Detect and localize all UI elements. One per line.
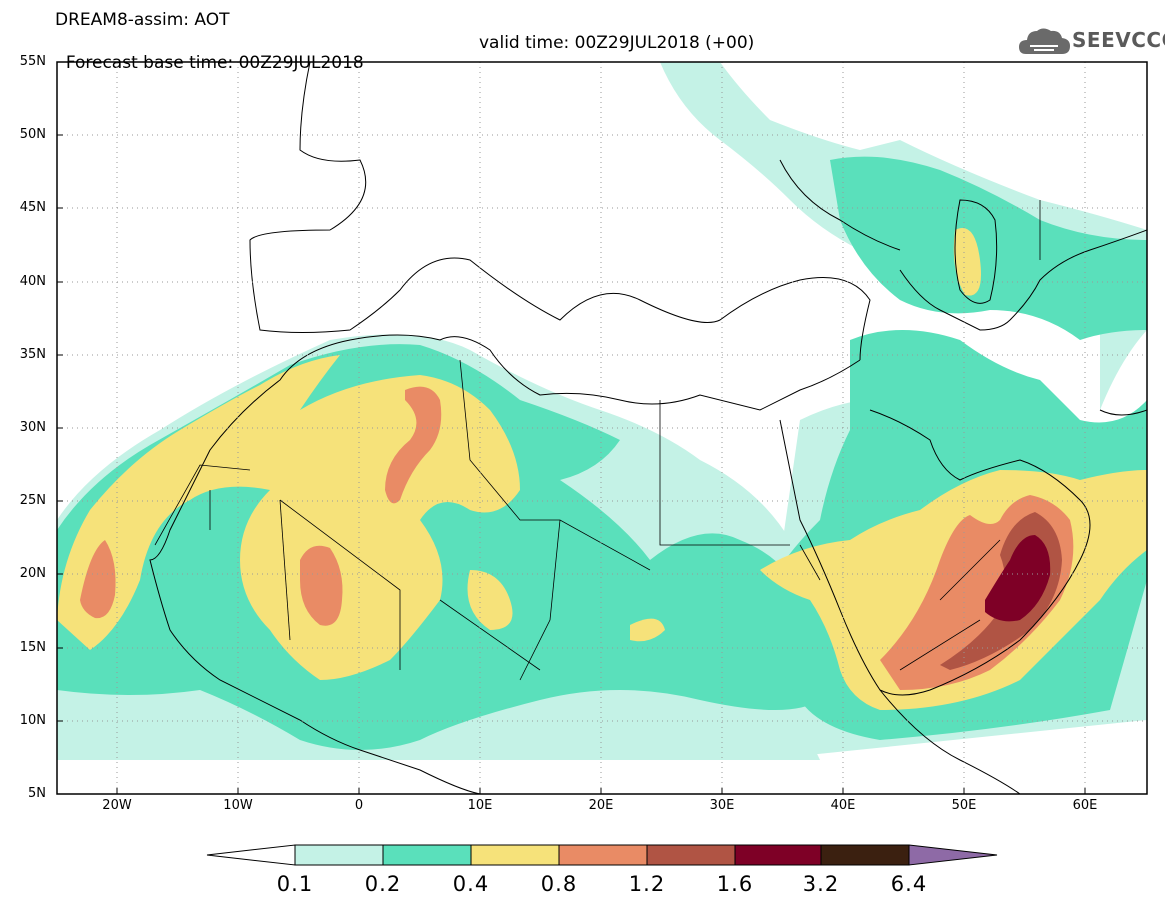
seevccc-logo: SEEVCCC — [1018, 24, 1165, 58]
lat-label: 10N — [19, 713, 46, 728]
lon-label: 20W — [102, 798, 132, 813]
colorbar-swatch — [646, 844, 736, 866]
colorbar-swatch — [294, 844, 384, 866]
colorbar-label: 0.8 — [540, 872, 578, 896]
colorbar-swatch — [734, 844, 822, 866]
colorbar-label: 1.6 — [716, 872, 754, 896]
lon-label: 20E — [588, 798, 614, 813]
lon-label: 60E — [1072, 798, 1098, 813]
colorbar-swatch — [820, 844, 910, 866]
colorbar-label: 3.2 — [802, 872, 840, 896]
lat-label: 40N — [19, 274, 46, 289]
lat-label: 30N — [19, 420, 46, 435]
time-info: Forecast base time: 00Z29JUL2018 valid ti… — [55, 33, 755, 73]
aot-level-1.6 — [985, 535, 1051, 622]
colorbar-swatch — [558, 844, 648, 866]
colorbar-low-arrow — [206, 844, 296, 866]
coastlines — [149, 62, 1147, 794]
lat-label: 35N — [19, 347, 46, 362]
colorbar-swatch — [470, 844, 560, 866]
borders — [154, 200, 1041, 681]
graticule — [57, 62, 1147, 794]
lat-label: 20N — [19, 566, 46, 581]
lon-label: 10W — [223, 798, 253, 813]
colorbar-label: 0.1 — [276, 872, 314, 896]
colorbar-label: 0.2 — [364, 872, 402, 896]
forecast-base-time: Forecast base time: 00Z29JUL2018 — [65, 53, 364, 73]
lon-label: 0 — [354, 798, 364, 813]
cloud-icon — [1019, 28, 1070, 54]
lat-label: 25N — [19, 493, 46, 508]
colorbar-label: 1.2 — [628, 872, 666, 896]
lon-label: 40E — [830, 798, 856, 813]
lat-label: 50N — [19, 127, 46, 142]
lat-label: 5N — [28, 786, 46, 801]
lat-label: 55N — [19, 54, 46, 69]
lat-label: 45N — [19, 200, 46, 215]
colorbar-high-arrow — [908, 844, 998, 866]
colorbar-swatch — [382, 844, 472, 866]
aot-field — [57, 62, 1147, 760]
colorbar-label: 0.4 — [452, 872, 490, 896]
lon-label: 30E — [709, 798, 735, 813]
colorbar-label: 6.4 — [890, 872, 928, 896]
valid-time: valid time: 00Z29JUL2018 (+00) — [479, 33, 755, 53]
map-title: DREAM8-assim: AOT — [55, 10, 230, 30]
axis-ticks — [57, 134, 1086, 794]
logo-text: SEEVCCC — [1072, 28, 1165, 52]
lon-label: 10E — [467, 798, 493, 813]
lon-label: 50E — [951, 798, 977, 813]
lat-label: 15N — [19, 640, 46, 655]
